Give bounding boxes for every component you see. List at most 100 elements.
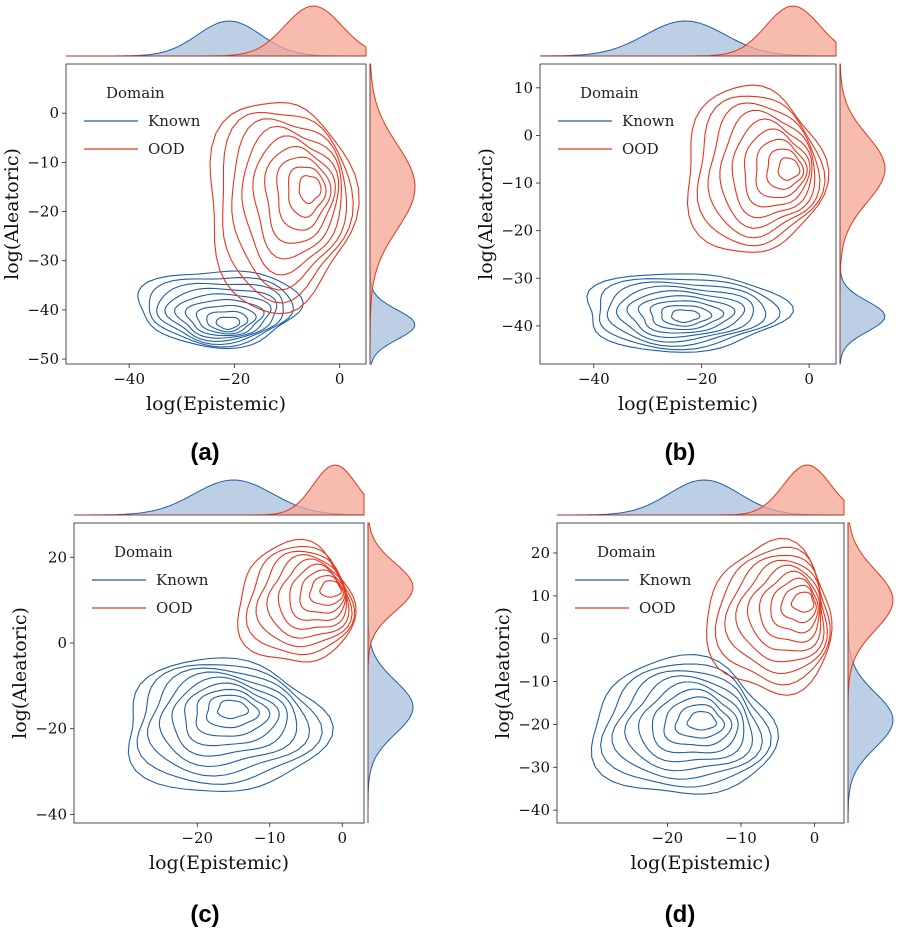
- x-tick-label: −10: [725, 829, 757, 847]
- contour-line: [299, 569, 346, 614]
- contour-line: [743, 128, 811, 208]
- x-axis-label: log(Epistemic): [618, 393, 758, 415]
- plot-frame: [539, 63, 837, 365]
- contour-line: [264, 145, 336, 244]
- legend-entry-known: Known: [622, 112, 675, 130]
- y-axis-label: log(Aleatoric): [9, 607, 31, 739]
- contour-line: [790, 591, 815, 613]
- marginal-y-density-ood: [369, 63, 416, 364]
- contour-line: [758, 570, 821, 643]
- y-tick-label: −20: [27, 203, 59, 221]
- y-tick-label: −40: [27, 301, 59, 319]
- top-marginal: [539, 5, 837, 57]
- y-tick-label: 10: [514, 79, 533, 97]
- legend-entry-ood: OOD: [148, 140, 185, 158]
- legend-title: Domain: [580, 84, 639, 102]
- contour-line: [649, 300, 725, 331]
- y-tick-label: −30: [27, 252, 59, 270]
- series-known-contours: [590, 654, 779, 795]
- x-axis-label: log(Epistemic): [146, 393, 286, 415]
- y-tick-label: 20: [48, 548, 67, 566]
- panel-a: −40 −20 0 0 −10 −20 −30 −40 −50 log(Epistemic) log…: [1, 5, 416, 466]
- contour-line: [674, 704, 726, 739]
- x-axis-label: log(Epistemic): [631, 852, 771, 874]
- contour-line: [158, 671, 298, 768]
- legend-title: Domain: [597, 543, 656, 561]
- right-marginal: [839, 63, 886, 365]
- contour-line: [171, 676, 288, 757]
- x-tick-label: −10: [254, 829, 286, 847]
- contour-line: [217, 699, 250, 720]
- panel-c: −20 −10 0 20 0 −20 −40 log(Epistemic) log(Aleato…: [9, 464, 414, 928]
- x-tick-label: −20: [181, 829, 213, 847]
- x-axis-label: log(Epistemic): [149, 852, 289, 874]
- contour-line: [319, 580, 342, 598]
- panel-caption: (b): [665, 439, 696, 466]
- contour-line: [661, 305, 713, 327]
- contour-line: [599, 278, 781, 351]
- x-tick-label: −20: [652, 829, 684, 847]
- contour-line: [298, 175, 322, 205]
- contour-line: [266, 554, 350, 639]
- right-marginal: [369, 63, 416, 365]
- y-tick-label: 0: [57, 634, 67, 652]
- contour-line: [626, 290, 746, 339]
- series-ood-contours: [209, 102, 360, 315]
- contour-line: [600, 663, 772, 788]
- y-axis-label: log(Aleatoric): [475, 148, 497, 280]
- contour-line: [252, 135, 340, 260]
- x-tick-label: 0: [810, 829, 820, 847]
- contour-line: [777, 157, 801, 181]
- legend: Domain Known OOD: [84, 84, 201, 158]
- contour-line: [651, 688, 739, 754]
- contour-line: [780, 584, 817, 624]
- contour-line: [746, 564, 822, 652]
- y-tick-label: 0: [540, 630, 550, 648]
- y-tick-label: 10: [531, 587, 550, 605]
- legend: Domain Known OOD: [92, 543, 209, 617]
- top-marginal: [74, 464, 365, 516]
- right-marginal: [367, 522, 414, 823]
- y-tick-label: −20: [35, 720, 67, 738]
- legend-entry-known: Known: [156, 571, 209, 589]
- contour-line: [714, 546, 831, 686]
- contour-line: [663, 696, 733, 747]
- y-tick-label: −10: [501, 174, 533, 192]
- contour-line: [606, 281, 767, 347]
- contour-line: [205, 694, 260, 729]
- contour-line: [184, 298, 265, 337]
- contour-line: [127, 657, 334, 792]
- contour-line: [611, 670, 763, 780]
- contour-line: [137, 270, 304, 350]
- contour-line: [206, 310, 249, 333]
- x-tick-label: 0: [335, 370, 345, 388]
- series-known-contours: [137, 270, 304, 350]
- contours: [590, 537, 833, 795]
- y-tick-label: 20: [531, 544, 550, 562]
- x-tick-label: −40: [113, 370, 145, 388]
- contour-line: [590, 654, 779, 795]
- contours: [127, 538, 357, 792]
- contour-line: [222, 111, 354, 304]
- contour-line: [696, 95, 826, 247]
- contour-line: [755, 138, 808, 199]
- legend: Domain Known OOD: [558, 84, 675, 158]
- contour-line: [770, 577, 819, 634]
- y-tick-label: −20: [518, 715, 550, 733]
- contour-line: [289, 563, 347, 621]
- x-tick-label: 0: [804, 370, 814, 388]
- plot-frame: [73, 522, 365, 824]
- contour-line: [255, 550, 353, 648]
- contour-line: [638, 681, 745, 763]
- contour-line: [735, 559, 825, 663]
- contour-line: [195, 304, 257, 335]
- contour-line: [276, 156, 332, 231]
- right-marginal: [847, 522, 894, 824]
- contour-line: [707, 102, 821, 239]
- contour-line: [148, 277, 294, 348]
- panel-caption: (c): [190, 901, 219, 928]
- legend: Domain Known OOD: [575, 543, 692, 617]
- contour-line: [766, 148, 805, 190]
- x-tick-label: −20: [686, 370, 718, 388]
